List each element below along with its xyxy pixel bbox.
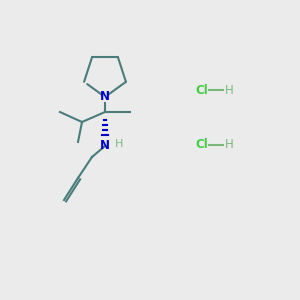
- Text: H: H: [115, 139, 123, 149]
- Text: Cl: Cl: [195, 83, 208, 97]
- Text: H: H: [225, 139, 234, 152]
- Text: H: H: [225, 83, 234, 97]
- Text: N: N: [100, 91, 110, 103]
- Text: Cl: Cl: [195, 139, 208, 152]
- Text: N: N: [100, 139, 110, 152]
